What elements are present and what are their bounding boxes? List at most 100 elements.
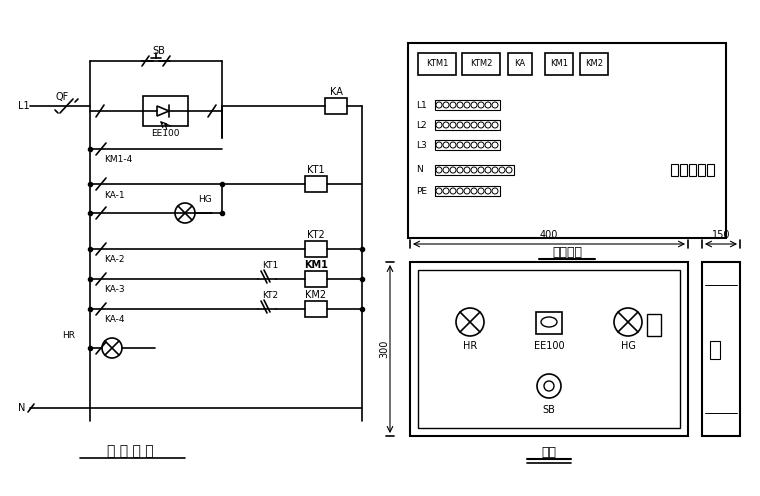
Circle shape xyxy=(485,167,491,173)
Bar xyxy=(702,262,740,436)
Text: 150: 150 xyxy=(712,230,730,240)
Bar xyxy=(508,53,532,75)
Text: KA: KA xyxy=(515,60,526,68)
Circle shape xyxy=(443,142,449,148)
Circle shape xyxy=(457,167,463,173)
Bar xyxy=(710,341,720,359)
Circle shape xyxy=(450,142,456,148)
Ellipse shape xyxy=(541,317,557,327)
Circle shape xyxy=(436,142,442,148)
Circle shape xyxy=(436,167,442,173)
Text: N: N xyxy=(18,403,25,413)
Text: KT2: KT2 xyxy=(262,291,278,300)
Bar xyxy=(435,165,514,175)
Text: SB: SB xyxy=(152,46,165,56)
Text: PE: PE xyxy=(416,186,427,195)
Circle shape xyxy=(450,188,456,194)
Text: L2: L2 xyxy=(416,121,426,129)
Circle shape xyxy=(485,188,491,194)
Text: KM2: KM2 xyxy=(306,290,327,300)
Text: KA-3: KA-3 xyxy=(104,286,125,295)
Circle shape xyxy=(443,167,449,173)
Text: QF: QF xyxy=(55,92,68,102)
Circle shape xyxy=(464,102,470,108)
Text: KT1: KT1 xyxy=(307,165,325,175)
Text: KM1: KM1 xyxy=(304,260,328,270)
Text: KT2: KT2 xyxy=(307,230,325,240)
Circle shape xyxy=(471,142,477,148)
Bar xyxy=(305,176,327,192)
Bar xyxy=(707,164,714,176)
Circle shape xyxy=(478,142,484,148)
Text: 正家: 正家 xyxy=(541,445,556,458)
Text: HG: HG xyxy=(198,194,212,203)
Bar xyxy=(671,164,678,176)
Bar xyxy=(325,98,347,114)
Circle shape xyxy=(464,122,470,128)
Circle shape xyxy=(471,102,477,108)
Circle shape xyxy=(485,102,491,108)
Bar xyxy=(418,270,680,428)
Bar xyxy=(305,241,327,257)
Text: L3: L3 xyxy=(416,140,427,149)
Text: KM1: KM1 xyxy=(550,60,568,68)
Bar xyxy=(680,164,687,176)
Circle shape xyxy=(492,167,498,173)
Circle shape xyxy=(443,102,449,108)
Circle shape xyxy=(450,102,456,108)
Bar xyxy=(410,262,688,436)
Bar xyxy=(545,53,573,75)
Circle shape xyxy=(102,338,122,358)
Text: L1: L1 xyxy=(416,101,427,110)
Text: KTM2: KTM2 xyxy=(470,60,492,68)
Circle shape xyxy=(492,142,498,148)
Bar xyxy=(435,140,500,150)
Circle shape xyxy=(485,122,491,128)
Circle shape xyxy=(492,122,498,128)
Text: KA: KA xyxy=(330,87,343,97)
Bar xyxy=(689,164,696,176)
Circle shape xyxy=(485,142,491,148)
Bar xyxy=(536,312,562,334)
Circle shape xyxy=(450,167,456,173)
Circle shape xyxy=(478,167,484,173)
Circle shape xyxy=(457,102,463,108)
Text: KT1: KT1 xyxy=(262,260,278,269)
Circle shape xyxy=(456,308,484,336)
Circle shape xyxy=(443,122,449,128)
Circle shape xyxy=(464,188,470,194)
Bar xyxy=(462,53,500,75)
Circle shape xyxy=(457,188,463,194)
Text: KA-2: KA-2 xyxy=(104,255,125,264)
Bar xyxy=(435,186,500,196)
Bar xyxy=(647,314,661,336)
Circle shape xyxy=(450,122,456,128)
Circle shape xyxy=(478,188,484,194)
Bar xyxy=(418,53,456,75)
Text: L1: L1 xyxy=(18,101,30,111)
Circle shape xyxy=(544,381,554,391)
Circle shape xyxy=(436,122,442,128)
Circle shape xyxy=(499,167,505,173)
Circle shape xyxy=(457,122,463,128)
Circle shape xyxy=(457,142,463,148)
Bar xyxy=(435,120,500,130)
Text: 元件布置: 元件布置 xyxy=(552,246,582,258)
Bar xyxy=(305,301,327,317)
Text: EE100: EE100 xyxy=(534,341,565,351)
Text: 400: 400 xyxy=(540,230,558,240)
Bar xyxy=(305,271,327,287)
Circle shape xyxy=(478,102,484,108)
Circle shape xyxy=(506,167,512,173)
Circle shape xyxy=(492,188,498,194)
Text: EE100: EE100 xyxy=(150,129,179,138)
Circle shape xyxy=(614,308,642,336)
Polygon shape xyxy=(157,106,169,116)
Text: KA-1: KA-1 xyxy=(104,190,125,199)
Circle shape xyxy=(492,102,498,108)
Text: N: N xyxy=(416,166,423,175)
Text: KM2: KM2 xyxy=(585,60,603,68)
Text: 300: 300 xyxy=(379,340,389,358)
Circle shape xyxy=(175,203,195,223)
Text: KM1-4: KM1-4 xyxy=(104,156,132,165)
